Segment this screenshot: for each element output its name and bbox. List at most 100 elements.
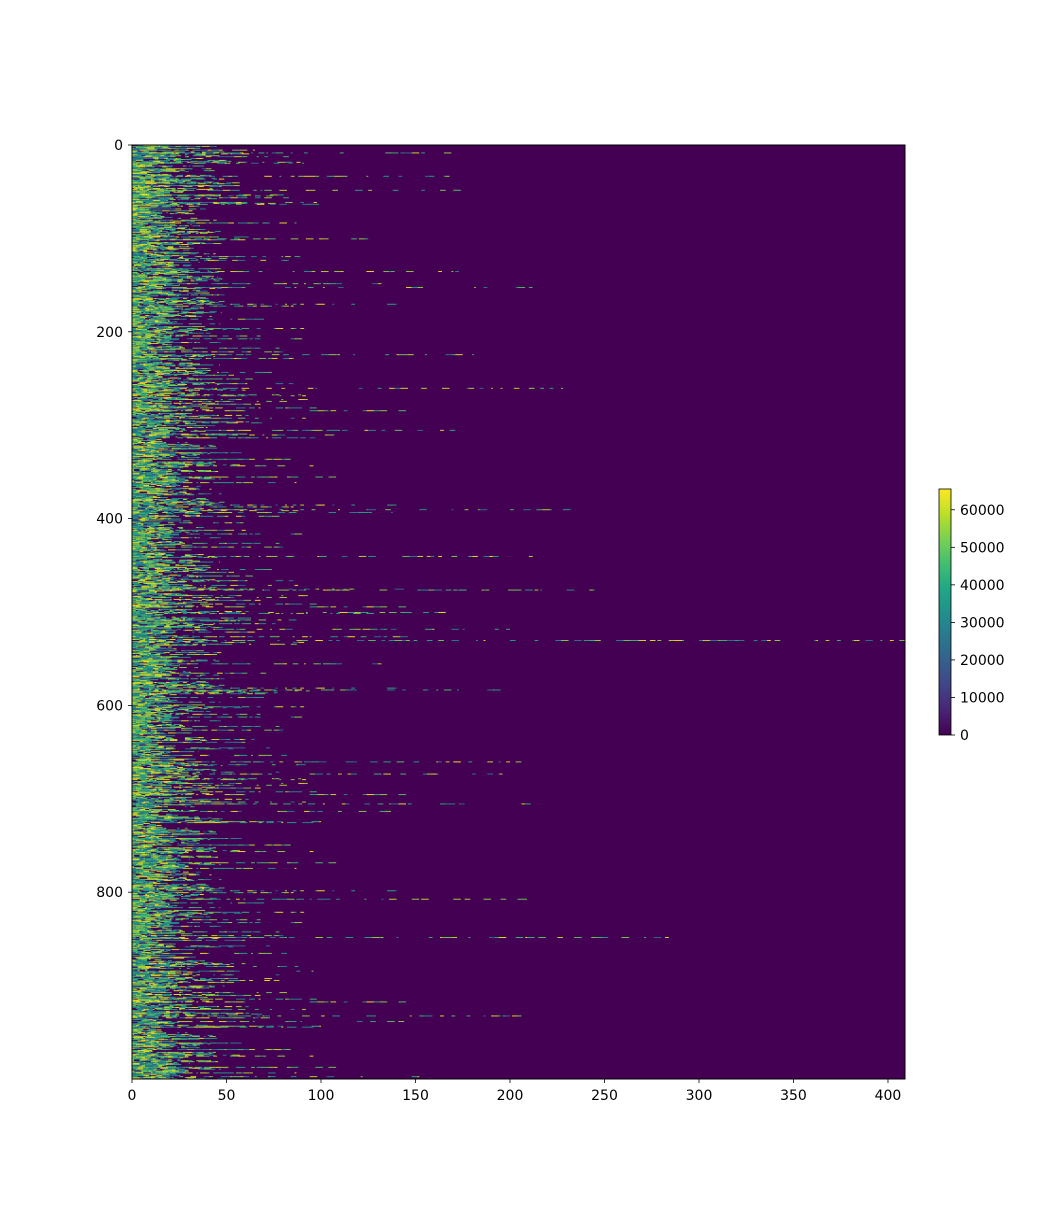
heatmap-cell	[132, 183, 138, 185]
heatmap-cell	[137, 345, 146, 347]
heatmap-cell	[181, 280, 184, 282]
heatmap-cell	[258, 357, 267, 359]
heatmap-cell	[135, 212, 140, 214]
heatmap-cell	[143, 362, 150, 364]
heatmap-cell	[149, 235, 157, 237]
heatmap-cell	[162, 472, 167, 474]
heatmap-cell	[132, 296, 140, 298]
heatmap-cell	[171, 289, 178, 291]
heatmap-cell	[139, 249, 148, 251]
heatmap-cell	[166, 292, 168, 294]
heatmap-cell	[156, 281, 159, 283]
heatmap-cell	[139, 192, 146, 194]
heatmap-cell	[160, 238, 167, 240]
heatmap-cell	[156, 276, 163, 278]
heatmap-cell	[184, 154, 187, 156]
heatmap-cell	[141, 203, 144, 205]
heatmap-cell	[132, 253, 136, 255]
heatmap-cell	[300, 328, 305, 329]
heatmap-cell	[167, 265, 170, 267]
heatmap-cell	[211, 422, 214, 424]
heatmap-cell	[302, 162, 304, 164]
heatmap-cell	[141, 194, 150, 196]
heatmap-cell	[234, 156, 242, 158]
heatmap-cell	[181, 256, 184, 258]
heatmap-cell	[179, 217, 182, 219]
heatmap-cell	[179, 147, 184, 149]
heatmap-cell	[196, 394, 201, 396]
heatmap-cell	[194, 371, 197, 373]
heatmap-cell	[196, 182, 201, 184]
heatmap-cell	[394, 429, 403, 431]
heatmap-cell	[156, 202, 165, 204]
heatmap-cell	[145, 286, 148, 287]
heatmap-cell	[137, 201, 144, 203]
heatmap-cell	[132, 284, 140, 286]
heatmap-cell	[179, 397, 182, 399]
heatmap-cell	[279, 395, 282, 397]
heatmap-cell	[147, 212, 151, 214]
heatmap-cell	[152, 259, 157, 261]
heatmap-cell	[137, 435, 146, 437]
heatmap-cell	[183, 501, 189, 503]
heatmap-cell	[152, 268, 157, 270]
heatmap-cell	[141, 214, 144, 216]
heatmap-cell	[162, 330, 167, 332]
heatmap-cell	[241, 195, 248, 197]
heatmap-cell	[228, 197, 231, 199]
heatmap-cell	[154, 192, 161, 194]
heatmap-cell	[209, 506, 214, 508]
heatmap-cell	[188, 420, 195, 422]
heatmap-cell	[162, 456, 170, 458]
heatmap-cell	[164, 341, 170, 343]
heatmap-cell	[209, 476, 216, 478]
heatmap-cell	[132, 254, 136, 256]
heatmap-cell	[166, 179, 170, 181]
heatmap-cell	[198, 313, 204, 315]
heatmap-cell	[184, 326, 193, 328]
heatmap-cell	[181, 178, 185, 180]
heatmap-cell	[162, 450, 170, 452]
heatmap-cell	[152, 375, 161, 377]
heatmap-cell	[162, 205, 170, 207]
heatmap-cell	[321, 429, 323, 431]
heatmap-cell	[173, 450, 178, 452]
heatmap-cell	[169, 415, 172, 417]
heatmap-cell	[132, 298, 134, 300]
heatmap-cell	[200, 399, 208, 400]
heatmap-cell	[421, 152, 425, 154]
heatmap-cell	[171, 398, 176, 400]
heatmap-cell	[143, 255, 148, 257]
heatmap-cell	[209, 464, 216, 466]
heatmap-cell	[171, 285, 180, 287]
heatmap-cell	[158, 425, 163, 427]
heatmap-cell	[169, 263, 174, 265]
heatmap-cell	[139, 244, 148, 245]
heatmap-cell	[132, 438, 134, 440]
heatmap-cell	[158, 442, 165, 443]
heatmap-cell	[200, 500, 204, 502]
heatmap-cell	[190, 252, 197, 254]
heatmap-cell	[171, 229, 176, 230]
heatmap-cell	[141, 388, 148, 390]
heatmap-cell	[156, 502, 165, 504]
heatmap-cell	[133, 419, 140, 421]
heatmap-cell	[181, 294, 187, 296]
heatmap-cell	[147, 440, 155, 442]
heatmap-cell	[135, 228, 144, 230]
heatmap-cell	[179, 448, 187, 450]
heatmap-cell	[166, 200, 169, 202]
heatmap-cell	[305, 203, 312, 205]
heatmap-cell	[150, 449, 155, 451]
heatmap-cell	[183, 492, 187, 494]
heatmap-cell	[200, 447, 204, 449]
heatmap-cell	[160, 153, 168, 155]
heatmap-cell	[186, 434, 193, 436]
heatmap-cell	[154, 214, 158, 216]
heatmap-cell	[133, 252, 142, 254]
heatmap-cell	[139, 182, 144, 184]
heatmap-cell	[201, 368, 208, 370]
heatmap-cell	[145, 341, 153, 343]
heatmap-cell	[141, 179, 146, 181]
heatmap-cell	[198, 231, 201, 233]
